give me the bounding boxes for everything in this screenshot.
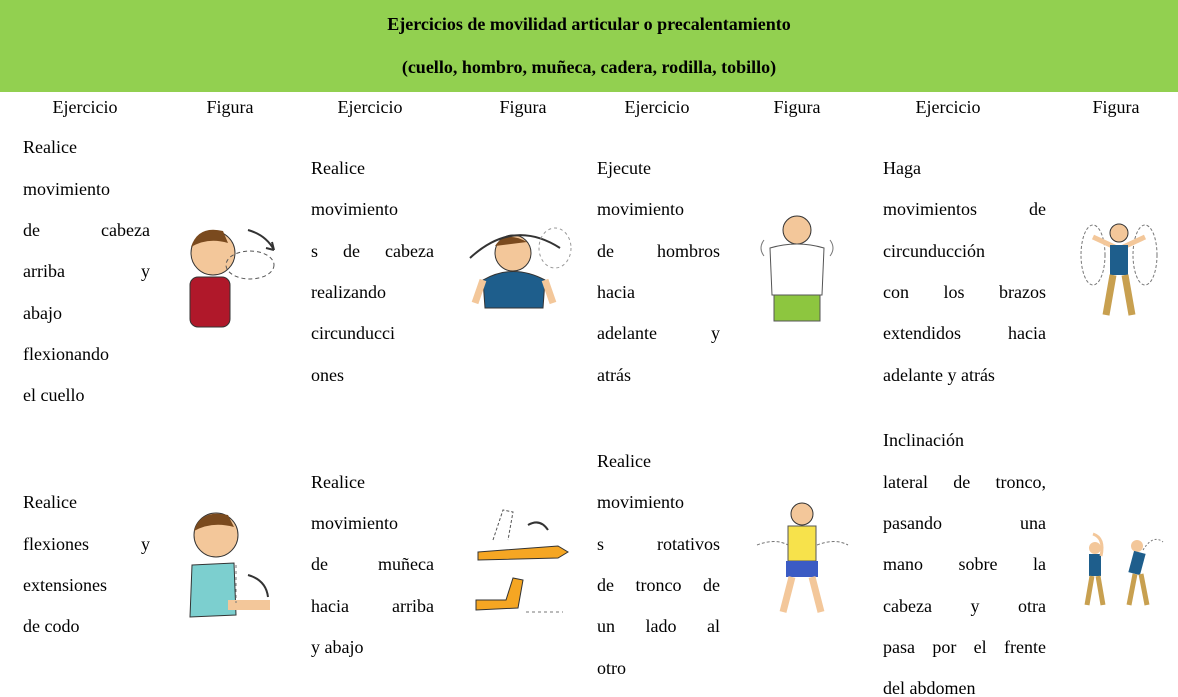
exercise-cell: Realice flexiones y extensiones de codo <box>23 482 150 647</box>
exercise-text: de hombros <box>597 240 720 261</box>
exercise-text: s rotativos <box>597 533 720 554</box>
column-header: Figura <box>499 97 547 117</box>
exercise-text: movimiento <box>311 199 398 220</box>
exercise-text: Ejecute <box>597 158 651 179</box>
exercise-text: realizando <box>311 281 386 302</box>
exercise-text: movimiento <box>23 178 110 199</box>
exercise-text: flexionando <box>23 343 109 364</box>
exercise-text: movimiento <box>597 199 684 220</box>
exercise-text: adelante y atrás <box>883 364 995 385</box>
figure-neck <box>189 229 275 328</box>
exercise-text: ones <box>311 364 344 385</box>
exercise-text: de codo <box>23 616 80 637</box>
exercise-cell: Realice movimiento s de cabeza realizando ci… <box>311 148 434 396</box>
exercise-text: Realice <box>23 137 77 158</box>
exercise-text: otro <box>597 657 626 678</box>
exercise-text: movimiento <box>597 492 684 513</box>
exercise-text: s de cabeza <box>311 240 434 261</box>
column-header: Ejercicio <box>624 97 690 117</box>
title: Ejercicios de movilidad articular o prec… <box>387 14 791 34</box>
figure-lateral <box>1084 532 1164 606</box>
exercise-text: Inclinación <box>883 430 964 451</box>
exercise-cell: Realice movimiento de cabeza arriba y abajo f… <box>23 127 150 416</box>
exercise-text: extendidos hacia <box>883 323 1046 344</box>
figure-shoulders <box>760 215 834 322</box>
figure-wrist <box>475 509 569 613</box>
subtitle: (cuello, hombro, muñeca, cadera, rodilla… <box>401 57 777 77</box>
exercise-text: circunducción <box>883 240 985 261</box>
exercise-text: y abajo <box>311 636 364 657</box>
exercise-text: con los brazos <box>883 281 1046 302</box>
column-header: Figura <box>773 97 821 117</box>
column-header: Ejercicio <box>915 97 981 117</box>
exercise-text: Realice <box>311 158 365 179</box>
exercise-text: un lado al <box>597 616 720 637</box>
exercise-text: abajo <box>23 302 62 323</box>
figure-trunk <box>756 502 849 613</box>
exercise-text: Realice <box>311 471 365 492</box>
exercise-text: el cuello <box>23 385 85 406</box>
column-header: Figura <box>206 97 254 117</box>
exercise-text: cabeza y otra <box>883 595 1046 616</box>
exercise-text: hacia arriba <box>311 595 434 616</box>
exercise-text: flexiones y <box>23 533 150 554</box>
exercise-text: del abdomen <box>883 678 976 697</box>
exercise-text: Realice <box>23 492 77 513</box>
exercise-text: Realice <box>597 451 651 472</box>
exercise-text: mano sobre la <box>883 554 1046 575</box>
exercise-cell: Realice movimiento s rotativos de tronco de… <box>597 441 720 689</box>
exercise-cell: Ejecute movimiento de hombros hacia adelante… <box>597 148 720 396</box>
exercise-text: lateral de tronco, <box>883 471 1046 492</box>
exercise-text: extensiones <box>23 574 107 595</box>
exercise-text: de cabeza <box>23 220 150 241</box>
exercise-text: atrás <box>597 364 631 385</box>
exercise-text: circunducci <box>311 323 395 344</box>
figure-arms <box>1080 223 1158 316</box>
exercise-text: adelante y <box>597 323 720 344</box>
exercise-text: movimientos de <box>883 199 1046 220</box>
title-banner <box>0 0 1178 92</box>
exercise-text: de muñeca <box>311 554 434 575</box>
exercise-text: de tronco de <box>597 574 720 595</box>
column-header: Ejercicio <box>337 97 403 117</box>
figure-elbow <box>189 512 270 618</box>
figure-neck-circle <box>469 227 572 309</box>
exercise-text: hacia <box>597 281 635 302</box>
exercise-text: movimiento <box>311 513 398 534</box>
exercise-text: pasa por el frente <box>883 636 1046 657</box>
exercise-text: pasando una <box>883 513 1046 534</box>
exercise-cell: Haga movimientos de circunducción con los b… <box>883 148 1046 396</box>
exercise-text: arriba y <box>23 261 150 282</box>
exercise-text: Haga <box>883 158 921 179</box>
exercise-cell: Realice movimiento de muñeca hacia arriba y … <box>311 462 434 668</box>
column-header: Figura <box>1092 97 1140 117</box>
exercise-cell: Inclinación lateral de tronco, pasando una… <box>883 420 1046 697</box>
column-header: Ejercicio <box>52 97 118 117</box>
